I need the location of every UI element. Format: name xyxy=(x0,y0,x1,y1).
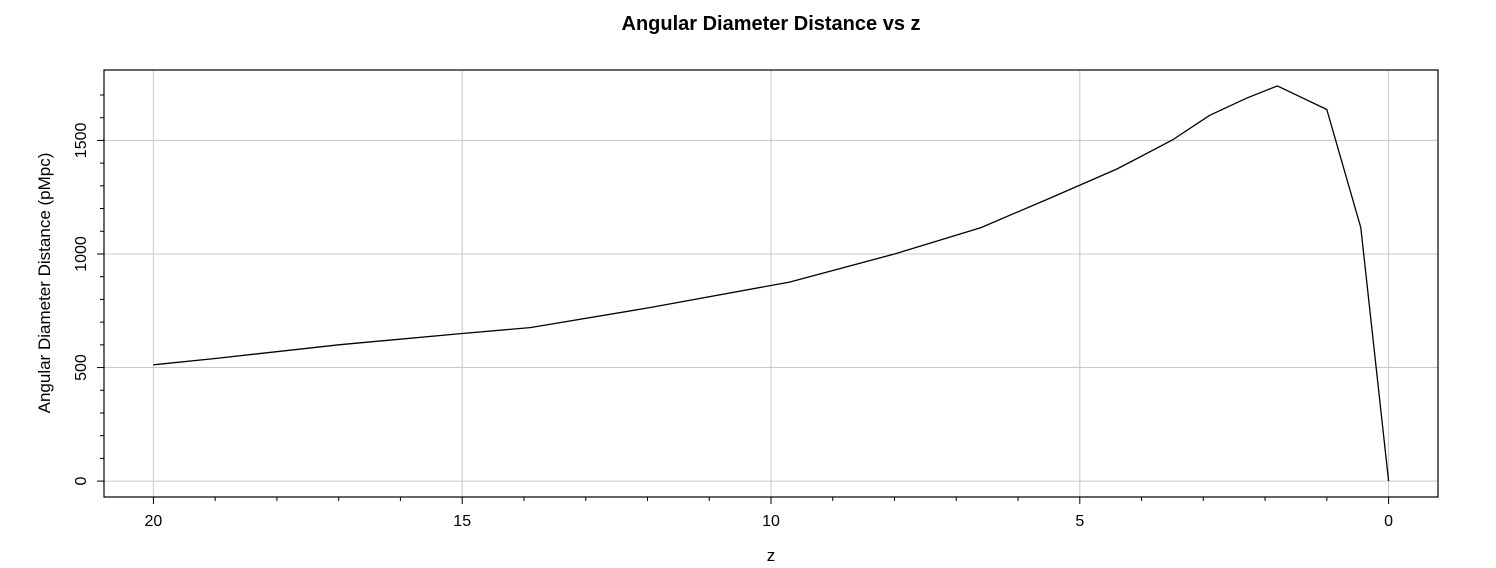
x-tick-label: 10 xyxy=(762,513,780,530)
series-line-1 xyxy=(153,85,1390,482)
chart-title: Angular Diameter Distance vs z xyxy=(622,13,921,35)
series-layer xyxy=(153,85,1390,482)
y-tick-label: 1500 xyxy=(73,123,90,159)
x-tick-label: 15 xyxy=(453,513,471,530)
y-tick-label: 500 xyxy=(73,354,90,381)
axis-ticks xyxy=(97,94,1390,504)
y-axis-label: Angular Diameter Distance (pMpc) xyxy=(35,153,54,414)
y-tick-label: 0 xyxy=(73,477,90,486)
x-axis-label: z xyxy=(767,546,776,565)
y-tick-label: 1000 xyxy=(73,236,90,272)
x-tick-label: 5 xyxy=(1075,513,1084,530)
x-tick-label: 20 xyxy=(145,513,163,530)
grid-lines xyxy=(104,70,1438,497)
x-tick-label: 0 xyxy=(1384,513,1393,530)
